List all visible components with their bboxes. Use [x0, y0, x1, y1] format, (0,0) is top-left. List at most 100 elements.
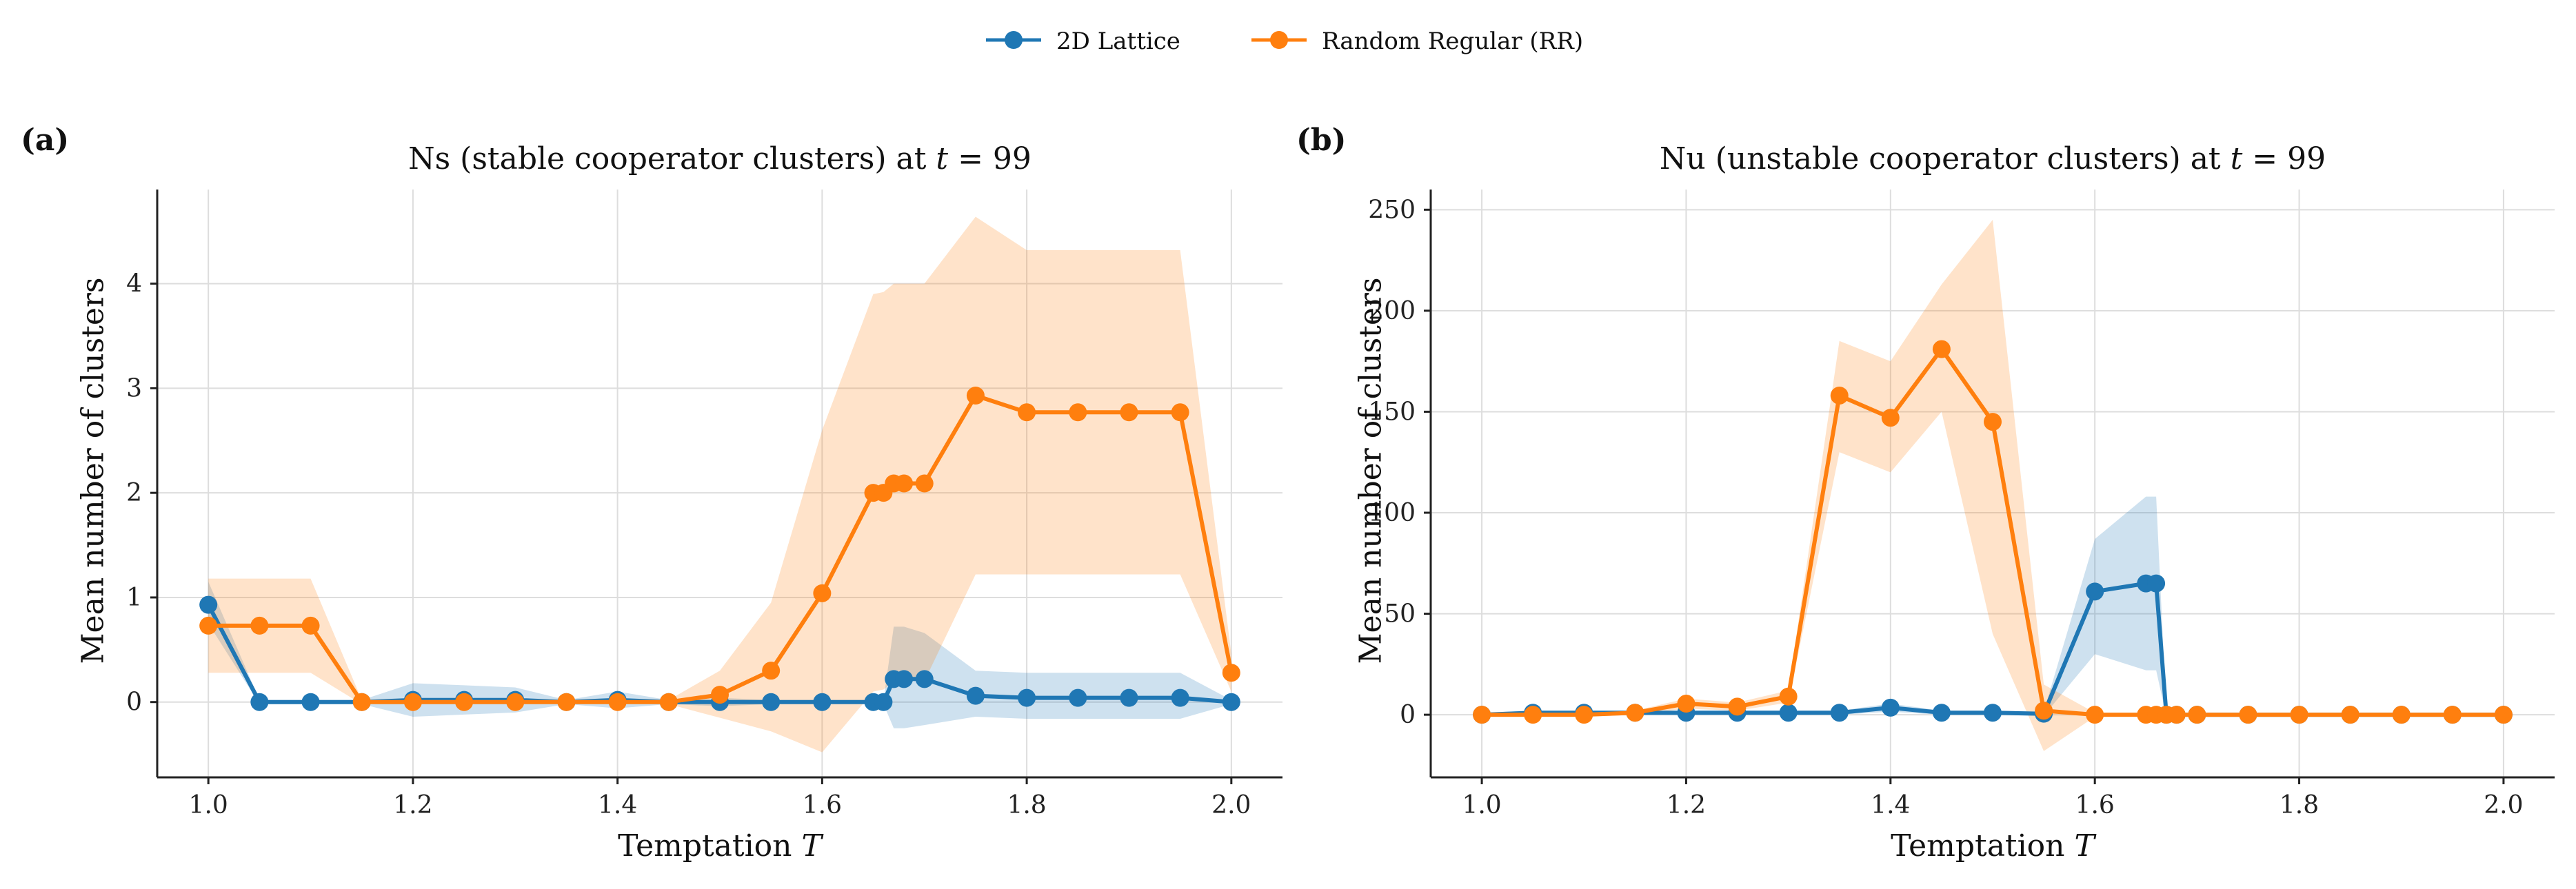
a-point-1-10 — [711, 686, 729, 704]
b-point-1-21 — [2392, 706, 2411, 724]
panel-a-title-suffix: = 99 — [948, 141, 1032, 176]
a-point-1-12 — [813, 584, 832, 602]
b-ytick-label-0: 0 — [1400, 701, 1416, 729]
panel-a-xlabel-var: T — [801, 828, 822, 864]
a-point-0-17 — [915, 670, 934, 688]
a-point-0-19 — [1018, 688, 1036, 707]
a-xtick-label-1.0: 1.0 — [189, 791, 228, 819]
a-point-0-18 — [966, 686, 985, 705]
b-point-1-8 — [1881, 409, 1900, 427]
a-point-1-21 — [1120, 403, 1138, 422]
b-point-1-11 — [2035, 702, 2053, 720]
legend-marker-rr — [1270, 31, 1288, 49]
a-point-1-18 — [966, 387, 985, 405]
b-point-1-10 — [1984, 413, 2002, 431]
b-point-0-14 — [2147, 574, 2166, 593]
panel-b-xlabel: Temptation T — [1891, 828, 2095, 864]
b-point-0-8 — [1881, 698, 1900, 717]
b-point-0-9 — [1932, 704, 1951, 722]
legend-swatch-lattice — [986, 31, 1041, 49]
a-point-0-12 — [813, 693, 832, 711]
a-point-1-5 — [455, 693, 474, 711]
a-point-0-23 — [1222, 693, 1240, 711]
b-point-0-7 — [1830, 704, 1849, 722]
b-xtick-label-1.2: 1.2 — [1667, 791, 1706, 819]
panel-b-title-var: t — [2230, 141, 2243, 176]
legend-item-lattice: 2D Lattice — [979, 21, 1227, 62]
b-point-1-4 — [1677, 695, 1695, 713]
b-ytick-label-250: 250 — [1368, 196, 1416, 224]
a-xtick-label-1.6: 1.6 — [803, 791, 842, 819]
a-xtick-label-1.2: 1.2 — [393, 791, 432, 819]
a-point-1-6 — [506, 693, 525, 711]
b-point-1-3 — [1626, 704, 1644, 722]
panel-a-letter: (a) — [21, 123, 70, 158]
b-band-1 — [1482, 220, 2504, 751]
a-point-1-16 — [895, 474, 914, 493]
a-point-1-22 — [1171, 403, 1189, 422]
b-point-1-1 — [1524, 706, 1542, 724]
b-point-1-22 — [2443, 706, 2462, 724]
b-ytick-label-100: 100 — [1368, 499, 1416, 527]
b-point-1-9 — [1932, 340, 1951, 358]
panel-b-letter: (b) — [1296, 123, 1347, 158]
b-xtick-label-1.6: 1.6 — [2075, 791, 2115, 819]
b-point-1-18 — [2239, 706, 2257, 724]
legend-label-rr: Random Regular (RR) — [1322, 28, 1584, 55]
b-point-1-12 — [2086, 706, 2104, 724]
b-ytick-label-200: 200 — [1368, 297, 1416, 325]
b-ytick-label-50: 50 — [1384, 600, 1416, 629]
a-point-1-19 — [1018, 403, 1036, 422]
b-point-0-12 — [2086, 582, 2104, 601]
a-point-1-9 — [659, 693, 678, 711]
legend-swatch-rr — [1251, 31, 1307, 49]
b-point-1-5 — [1728, 697, 1747, 716]
a-point-0-0 — [199, 595, 218, 614]
b-point-1-23 — [2494, 706, 2513, 724]
a-point-0-2 — [301, 693, 320, 711]
a-point-1-8 — [608, 693, 627, 711]
a-band-1 — [208, 216, 1231, 753]
a-point-1-11 — [762, 662, 781, 680]
a-point-0-21 — [1120, 688, 1138, 707]
panel-b-ylabel: Mean number of clusters — [1353, 277, 1389, 664]
b-point-1-19 — [2290, 706, 2308, 724]
a-ytick-label-0: 0 — [126, 688, 142, 717]
b-point-1-0 — [1473, 706, 1491, 724]
a-point-1-4 — [403, 693, 422, 711]
b-point-1-20 — [2341, 706, 2359, 724]
panel-a-xlabel-text: Temptation — [618, 828, 802, 864]
a-point-0-14 — [874, 693, 893, 711]
b-point-1-2 — [1575, 706, 1593, 724]
panel-a-title-prefix: Ns (stable cooperator clusters) at — [408, 141, 936, 176]
a-point-0-20 — [1069, 688, 1087, 707]
b-point-1-17 — [2188, 706, 2206, 724]
a-ytick-label-2: 2 — [126, 479, 142, 507]
legend-marker-lattice — [1005, 31, 1023, 49]
a-point-1-17 — [915, 474, 934, 493]
a-point-1-3 — [352, 693, 371, 711]
b-xtick-label-1.0: 1.0 — [1462, 791, 1501, 819]
panel-b-title: Nu (unstable cooperator clusters) at t =… — [1660, 141, 2326, 176]
panel-b-xlabel-var: T — [2074, 828, 2095, 864]
a-xtick-label-1.4: 1.4 — [598, 791, 637, 819]
panel-b-title-suffix: = 99 — [2242, 141, 2326, 176]
legend-label-lattice: 2D Lattice — [1056, 28, 1180, 55]
b-point-1-16 — [2167, 706, 2186, 724]
legend-item-rr: Random Regular (RR) — [1245, 21, 1631, 62]
a-point-1-7 — [557, 693, 576, 711]
a-ytick-label-1: 1 — [126, 584, 142, 612]
a-point-0-1 — [250, 693, 269, 711]
panel-a-title: Ns (stable cooperator clusters) at t = 9… — [408, 141, 1032, 176]
a-point-1-1 — [250, 616, 269, 635]
b-point-1-7 — [1830, 386, 1849, 405]
a-point-1-20 — [1069, 403, 1087, 422]
panel-b-title-prefix: Nu (unstable cooperator clusters) at — [1659, 141, 2231, 176]
b-point-1-6 — [1779, 687, 1798, 706]
a-xtick-label-1.8: 1.8 — [1007, 791, 1046, 819]
a-xtick-label-2.0: 2.0 — [1211, 791, 1251, 819]
b-xtick-label-2.0: 2.0 — [2484, 791, 2523, 819]
a-point-1-2 — [301, 616, 320, 635]
a-point-0-22 — [1171, 688, 1189, 707]
